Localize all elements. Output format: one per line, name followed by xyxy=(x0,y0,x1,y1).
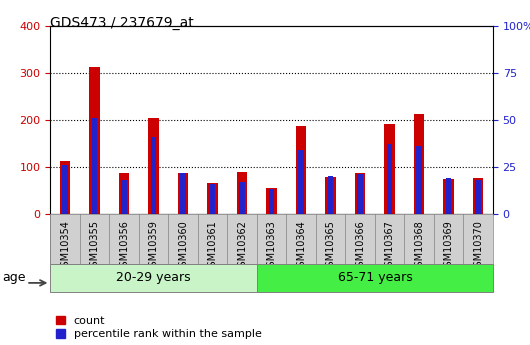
Bar xyxy=(473,178,483,214)
Bar xyxy=(387,144,392,214)
Text: GSM10359: GSM10359 xyxy=(148,220,158,273)
Text: GSM10363: GSM10363 xyxy=(267,220,277,273)
Bar xyxy=(328,176,333,214)
Text: GDS473 / 237679_at: GDS473 / 237679_at xyxy=(50,16,194,30)
Bar xyxy=(92,118,98,214)
Text: GSM10365: GSM10365 xyxy=(325,220,335,273)
Bar xyxy=(355,172,365,214)
Text: GSM10354: GSM10354 xyxy=(60,220,70,273)
Bar xyxy=(148,118,159,214)
Bar xyxy=(207,183,218,214)
Bar xyxy=(414,114,425,214)
Bar xyxy=(237,171,248,214)
FancyBboxPatch shape xyxy=(257,264,493,292)
Text: GSM10361: GSM10361 xyxy=(208,220,218,273)
Bar xyxy=(119,173,129,214)
Bar xyxy=(121,180,127,214)
Legend: count, percentile rank within the sample: count, percentile rank within the sample xyxy=(56,316,262,339)
FancyBboxPatch shape xyxy=(50,264,257,292)
Text: GSM10360: GSM10360 xyxy=(178,220,188,273)
Text: GSM10370: GSM10370 xyxy=(473,220,483,273)
Text: age: age xyxy=(3,271,26,284)
Text: 65-71 years: 65-71 years xyxy=(338,271,412,284)
Bar xyxy=(90,67,100,214)
Text: GSM10355: GSM10355 xyxy=(90,220,100,273)
Bar xyxy=(63,165,68,214)
Text: GSM10366: GSM10366 xyxy=(355,220,365,273)
Text: GSM10367: GSM10367 xyxy=(385,220,395,273)
Text: GSM10356: GSM10356 xyxy=(119,220,129,273)
Bar xyxy=(60,161,70,214)
Bar xyxy=(325,177,336,214)
Bar xyxy=(444,179,454,214)
Bar xyxy=(357,175,363,214)
Bar xyxy=(269,189,275,214)
Text: GSM10364: GSM10364 xyxy=(296,220,306,273)
Text: GSM10369: GSM10369 xyxy=(444,220,454,273)
Bar xyxy=(417,146,422,214)
Text: GSM10362: GSM10362 xyxy=(237,220,247,273)
Bar xyxy=(178,172,188,214)
Bar xyxy=(298,150,304,214)
Bar xyxy=(475,180,481,214)
Bar xyxy=(151,137,156,214)
Bar xyxy=(384,124,395,214)
Bar xyxy=(296,126,306,214)
Bar xyxy=(267,188,277,214)
Text: GSM10368: GSM10368 xyxy=(414,220,424,273)
Bar xyxy=(446,178,452,214)
Text: 20-29 years: 20-29 years xyxy=(116,271,191,284)
Bar xyxy=(240,182,245,214)
Bar xyxy=(180,172,186,214)
Bar xyxy=(210,184,215,214)
